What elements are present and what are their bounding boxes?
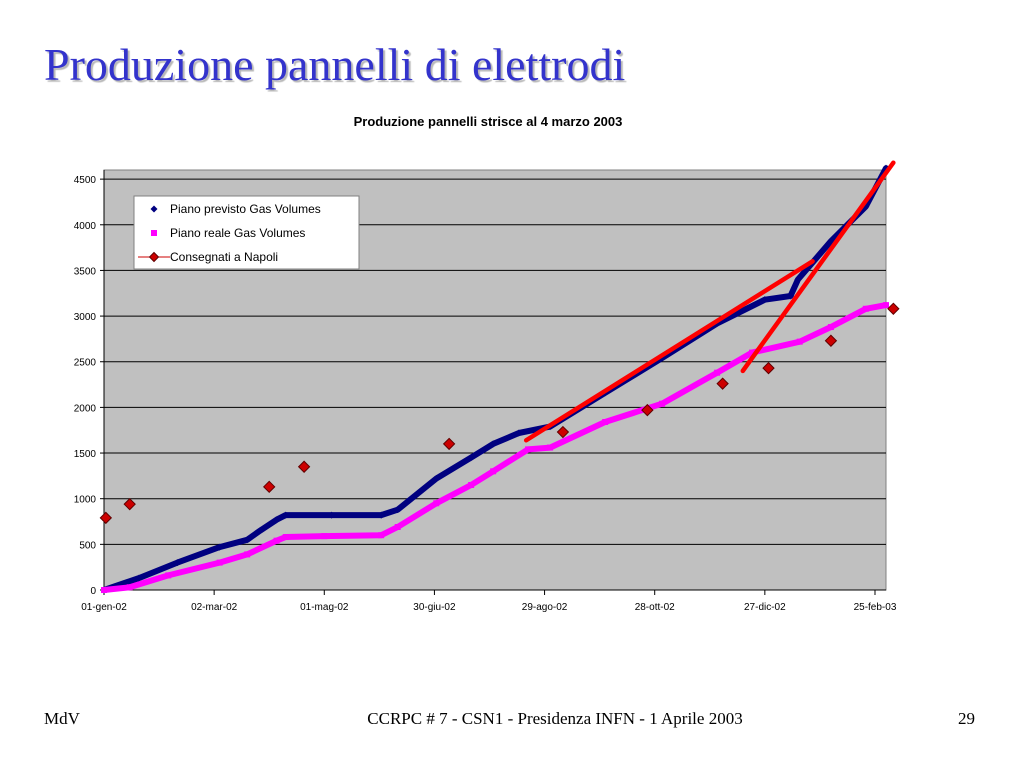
- x-tick-label: 01-mag-02: [300, 602, 349, 613]
- data-point: [282, 534, 289, 541]
- data-point: [883, 302, 889, 309]
- data-point: [659, 400, 666, 407]
- data-point: [394, 524, 401, 530]
- data-point: [256, 527, 264, 535]
- slide-title: Produzione pannelli di elettrodi: [44, 39, 626, 90]
- x-tick-label: 02-mar-02: [191, 602, 238, 613]
- trend-line: [740, 160, 896, 374]
- x-tick-label: 30-giu-02: [413, 602, 456, 613]
- gridlines: [104, 178, 886, 545]
- y-tick-label: 1500: [74, 449, 97, 460]
- data-point: [515, 429, 523, 437]
- data-point: [525, 446, 532, 453]
- y-tick-label: 3500: [74, 266, 97, 277]
- data-point: [887, 302, 900, 315]
- data-point: [556, 425, 570, 439]
- y-tick-label: 0: [90, 586, 96, 597]
- trend-lines: [523, 160, 896, 443]
- legend: Piano previsto Gas Volumes Piano reale Ga…: [133, 195, 360, 270]
- axes: 0 500 1000 1500 2000 2500 3000 3500 4000 4500 01-g…: [74, 170, 897, 613]
- data-point: [787, 292, 795, 300]
- data-point: [824, 334, 838, 347]
- series-layer: [99, 164, 900, 594]
- data-point: [761, 296, 769, 304]
- data-point: [282, 511, 290, 519]
- legend-square-marker: [151, 230, 157, 236]
- x-tick-label: 29-ago-02: [522, 602, 568, 613]
- data-point: [216, 543, 224, 551]
- footer-page-number: 29: [958, 709, 975, 728]
- legend-entry: Piano previsto Gas Volumes: [150, 202, 321, 216]
- data-point: [165, 572, 172, 579]
- data-point: [123, 497, 136, 511]
- data-point: [796, 338, 803, 345]
- chart-title: Produzione pannelli strisce al 4 marzo 2…: [353, 114, 623, 129]
- data-point: [273, 537, 280, 544]
- legend-label: Piano reale Gas Volumes: [170, 226, 305, 240]
- x-tick-label: 25-feb-03: [854, 602, 897, 613]
- x-tick-label: 28-ott-02: [635, 602, 675, 613]
- data-point: [173, 559, 181, 567]
- data-point: [489, 440, 497, 448]
- y-tick-label: 4500: [74, 175, 97, 186]
- y-tick-label: 1000: [74, 495, 97, 506]
- data-point: [126, 584, 133, 591]
- data-point: [377, 511, 385, 519]
- data-point: [328, 511, 336, 519]
- data-point: [602, 419, 609, 425]
- y-tick-label: 2500: [74, 358, 97, 369]
- data-point: [263, 480, 276, 494]
- y-tick-label: 3000: [74, 312, 97, 323]
- data-point: [273, 516, 281, 524]
- data-point: [762, 361, 775, 375]
- x-tick-label: 27-dic-02: [744, 602, 786, 613]
- data-point: [321, 533, 328, 540]
- data-point: [216, 559, 223, 566]
- footer-author: MdV: [44, 709, 80, 728]
- data-point: [641, 403, 654, 417]
- legend-entry: Piano reale Gas Volumes: [151, 226, 305, 240]
- data-point: [394, 506, 402, 514]
- data-point: [378, 532, 385, 539]
- data-point: [716, 377, 729, 390]
- data-point: [490, 468, 497, 475]
- y-tick-label: 500: [79, 540, 96, 551]
- legend-diamond-marker: [148, 251, 160, 263]
- y-tick-label: 2000: [74, 403, 97, 414]
- data-point: [433, 500, 440, 507]
- footer-event: CCRPC # 7 - CSN1 - Presidenza INFN - 1 A…: [367, 709, 743, 728]
- data-point: [442, 437, 456, 451]
- data-point: [748, 349, 755, 356]
- x-tick-label: 01-gen-02: [81, 602, 127, 613]
- data-point: [101, 587, 107, 593]
- series-2: [101, 302, 889, 593]
- y-tick-label: 4000: [74, 221, 97, 232]
- data-point: [794, 276, 802, 284]
- trend-line: [523, 259, 815, 443]
- data-point: [243, 536, 251, 544]
- data-point: [468, 482, 475, 488]
- legend-entry: Consegnati a Napoli: [138, 250, 278, 264]
- legend-box: [133, 195, 360, 270]
- series-3: [99, 302, 900, 525]
- data-point: [827, 324, 834, 331]
- data-point: [297, 460, 311, 473]
- data-point: [862, 305, 869, 312]
- data-point: [714, 369, 721, 376]
- legend-label: Consegnati a Napoli: [170, 250, 278, 264]
- data-point: [547, 444, 554, 451]
- legend-diamond-marker: [150, 205, 158, 213]
- legend-label: Piano previsto Gas Volumes: [170, 202, 321, 216]
- data-point: [135, 574, 143, 582]
- data-point: [467, 454, 475, 462]
- data-point: [244, 551, 251, 558]
- data-point: [432, 475, 440, 483]
- data-point: [99, 511, 113, 525]
